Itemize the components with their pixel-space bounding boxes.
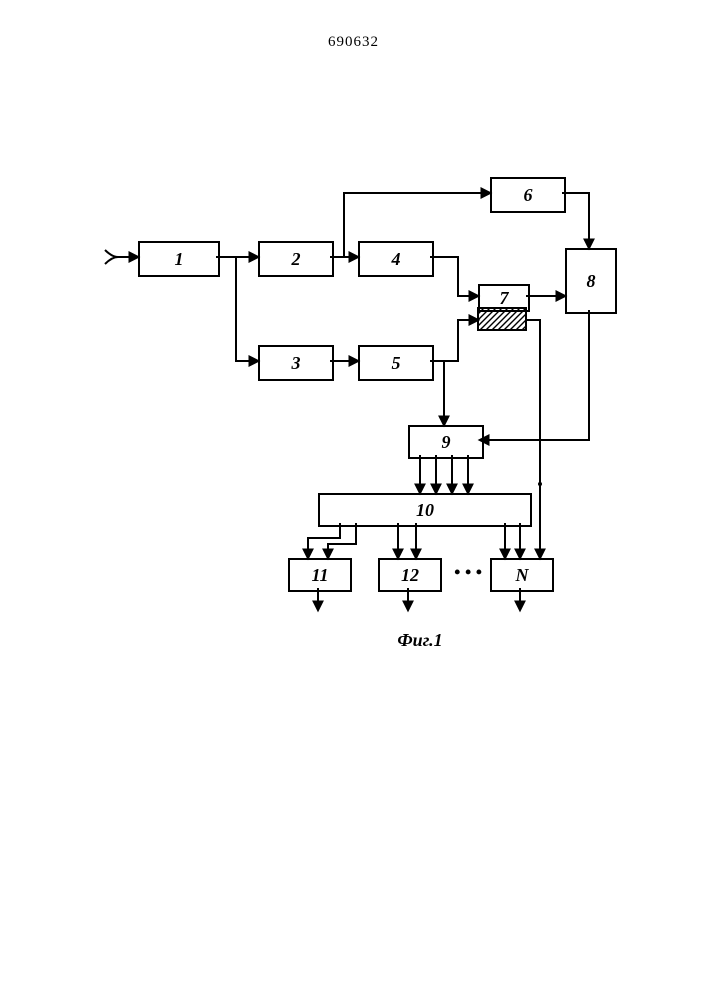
page: 690632 1 2 3 4 5 6 7 8 9 10 11 12 N [0, 0, 707, 1000]
block-7-hatch [478, 308, 526, 330]
hatch-svg [0, 0, 707, 1000]
ellipsis: • • • [448, 562, 488, 583]
figure-caption: Фиг.1 [380, 630, 460, 651]
